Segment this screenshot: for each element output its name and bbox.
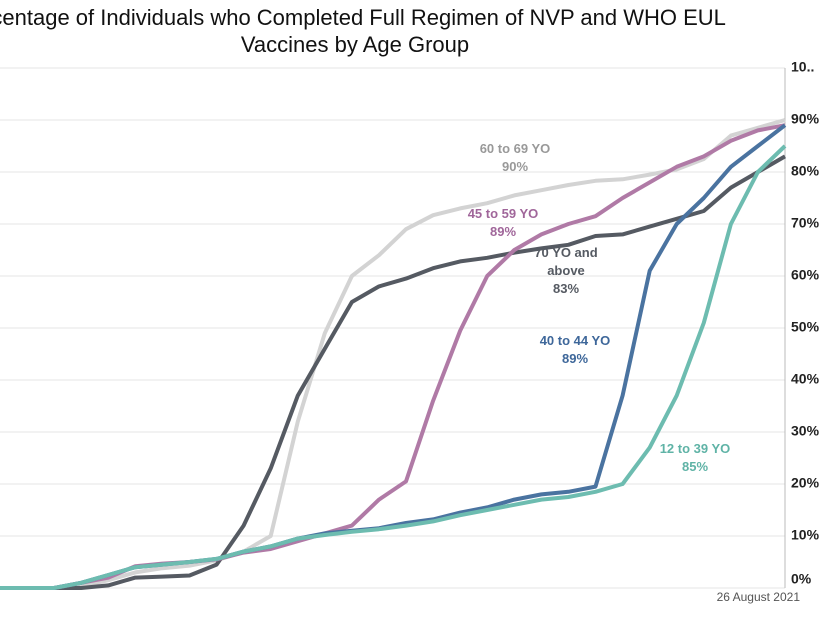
series-value-label: 85% (681, 459, 709, 474)
series-line (0, 118, 786, 590)
series-label: 12 to 39 YO 85% (640, 440, 750, 476)
y-tick-label: 0% (791, 571, 812, 587)
y-tick-label: 50% (791, 319, 820, 335)
series-value-label: 89% (561, 351, 589, 366)
series-line (0, 123, 786, 590)
y-tick-label: 40% (791, 371, 820, 387)
footnote: 26 August 2021 (717, 590, 801, 604)
chart-title: rcentage of Individuals who Completed Fu… (0, 5, 726, 57)
y-tick-label: 10.. (791, 59, 814, 75)
y-tick-label: 60% (791, 267, 820, 283)
series-name: 60 to 69 YO (479, 141, 551, 156)
series-value-label: 90% (501, 159, 529, 174)
series-value-label: 83% (552, 281, 580, 296)
series-name: 12 to 39 YO (659, 441, 731, 456)
series-label: 45 to 59 YO 89% (448, 205, 558, 241)
y-tick-label: 30% (791, 423, 820, 439)
series-value-label: 89% (489, 224, 517, 239)
series-name: 45 to 59 YO (467, 206, 539, 221)
y-tick-label: 80% (791, 163, 820, 179)
series-label: 40 to 44 YO 89% (520, 332, 630, 368)
series-line (0, 144, 787, 590)
series-label: 60 to 69 YO 90% (460, 140, 570, 176)
series-name: 40 to 44 YO (539, 333, 611, 348)
series-line (0, 123, 787, 590)
y-tick-label: 20% (791, 475, 820, 491)
series-label: 70 YO and above 83% (526, 244, 606, 298)
y-tick-label: 90% (791, 111, 820, 127)
series-name: 70 YO and above (534, 245, 598, 278)
y-tick-label: 70% (791, 215, 820, 231)
y-tick-label: 10% (791, 527, 820, 543)
series-line (0, 154, 786, 590)
